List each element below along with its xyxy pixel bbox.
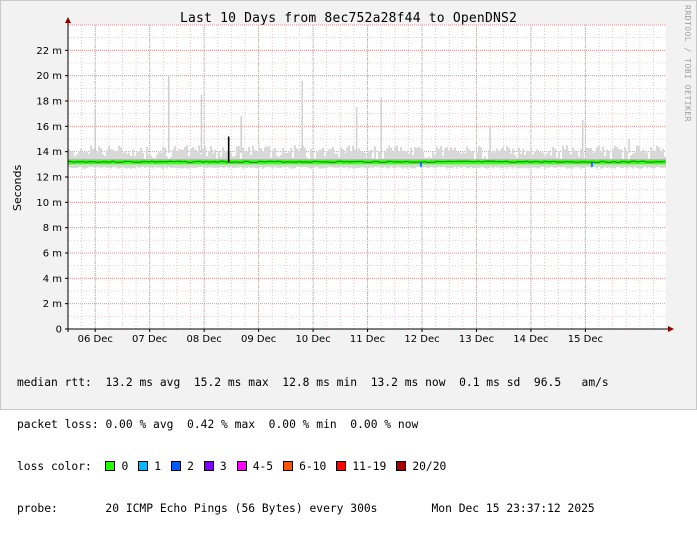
median-rtt-values: 13.2 ms avg 15.2 ms max 12.8 ms min 13.2…: [105, 376, 609, 389]
x-tick-labels: 06 Dec 07 Dec 08 Dec 09 Dec 10 Dec 11 Dec 12 D…: [78, 334, 603, 345]
median-trace: [67, 160, 666, 164]
packet-loss-values: 0.00 % avg 0.42 % max 0.00 % min 0.00 % …: [105, 418, 419, 431]
y-tick-label: 8 m: [43, 223, 62, 234]
loss-color-label: 3: [219, 460, 227, 473]
x-tick-label: 13 Dec: [459, 334, 494, 345]
probe-value: 20 ICMP Echo Pings (56 Bytes) every 300s: [105, 502, 378, 515]
y-tick-label: 22 m: [36, 46, 62, 57]
x-tick-label: 09 Dec: [241, 334, 276, 345]
loss-color-label: 4-5: [252, 460, 274, 473]
loss-color-label: 2: [187, 460, 194, 473]
chart-title: Last 10 Days from 8ec752a28f44 to OpenDN…: [179, 11, 518, 26]
loss-color-item: 11-19: [336, 460, 386, 473]
packet-loss-label: packet loss:: [17, 418, 99, 431]
loss-color-swatch: [203, 461, 214, 471]
loss-color-item: 1: [138, 460, 161, 473]
smokeping-graph: Last 10 Days from 8ec752a28f44 to OpenDN…: [0, 0, 697, 515]
x-tick-label: 12 Dec: [404, 334, 439, 345]
loss-color-label: 1: [154, 460, 162, 473]
x-tick-label: 07 Dec: [132, 334, 167, 345]
loss-color-swatch: [105, 461, 116, 471]
probe-label: probe:: [17, 502, 58, 515]
y-tick-label: 14 m: [36, 147, 62, 158]
y-tick-labels: 0 2 m 4 m 6 m 8 m 10 m 12 m 14 m 16 m 18 m 20 m 22 …: [36, 46, 62, 336]
loss-color-item: 0: [105, 460, 128, 473]
loss-color-row: loss color: 0 1 2 3 4-5 6-10 11-19 20/20: [17, 460, 609, 474]
loss-color-label: 20/20: [412, 460, 447, 473]
x-tick-label: 15 Dec: [568, 334, 603, 345]
x-tick-label: 06 Dec: [78, 334, 113, 345]
x-tick-label: 08 Dec: [187, 334, 222, 345]
median-rtt-label: median rtt:: [17, 376, 92, 389]
loss-color-label: 0: [121, 460, 129, 473]
loss-color-swatch: [283, 461, 294, 471]
probe-row: probe: 20 ICMP Echo Pings (56 Bytes) eve…: [17, 502, 609, 516]
loss-color-swatch: [138, 461, 149, 471]
y-tick-label: 20 m: [36, 71, 62, 82]
x-tick-label: 10 Dec: [295, 334, 330, 345]
loss-color-label: 11-19: [352, 460, 387, 473]
loss-color-item: 4-5: [236, 460, 274, 473]
x-axis-arrow: [668, 326, 674, 332]
axes: [65, 17, 674, 332]
loss-color-item: 3: [203, 460, 227, 473]
y-tick-label: 12 m: [36, 173, 62, 184]
y-tick-label: 0: [56, 325, 62, 336]
loss-color-swatch: [396, 461, 407, 471]
packet-loss-row: packet loss: 0.00 % avg 0.42 % max 0.00 …: [17, 418, 609, 432]
rrdtool-watermark: RRDTOOL / TOBI OETIKER: [683, 5, 692, 122]
y-tick-label: 4 m: [43, 274, 62, 285]
plot-area: 0 2 m 4 m 6 m 8 m 10 m 12 m 14 m 16 m 18 m 20 m 22 …: [36, 17, 674, 345]
y-tick-label: 16 m: [36, 122, 62, 133]
y-axis-arrow: [65, 17, 71, 23]
median-line: [67, 136, 666, 167]
y-tick-label: 10 m: [36, 198, 62, 209]
loss-color-item: 2: [171, 460, 194, 473]
median-rtt-row: median rtt: 13.2 ms avg 15.2 ms max 12.8…: [17, 376, 609, 390]
loss-color-item: 6-10: [283, 460, 326, 473]
loss-color-swatch: [336, 461, 347, 471]
x-tick-label: 14 Dec: [513, 334, 548, 345]
x-tick-label: 11 Dec: [350, 334, 385, 345]
loss-color-item: 20/20: [396, 460, 446, 473]
stats-legend: median rtt: 13.2 ms avg 15.2 ms max 12.8…: [17, 348, 609, 544]
loss-color-label: loss color:: [17, 460, 92, 473]
y-tick-label: 18 m: [36, 97, 62, 108]
loss-color-swatch: [236, 461, 247, 471]
timestamp: Mon Dec 15 23:37:12 2025: [431, 502, 595, 515]
y-tick-label: 6 m: [43, 249, 62, 260]
loss-color-label: 6-10: [299, 460, 327, 473]
y-tick-label: 2 m: [43, 299, 62, 310]
loss-color-swatch: [171, 461, 182, 471]
